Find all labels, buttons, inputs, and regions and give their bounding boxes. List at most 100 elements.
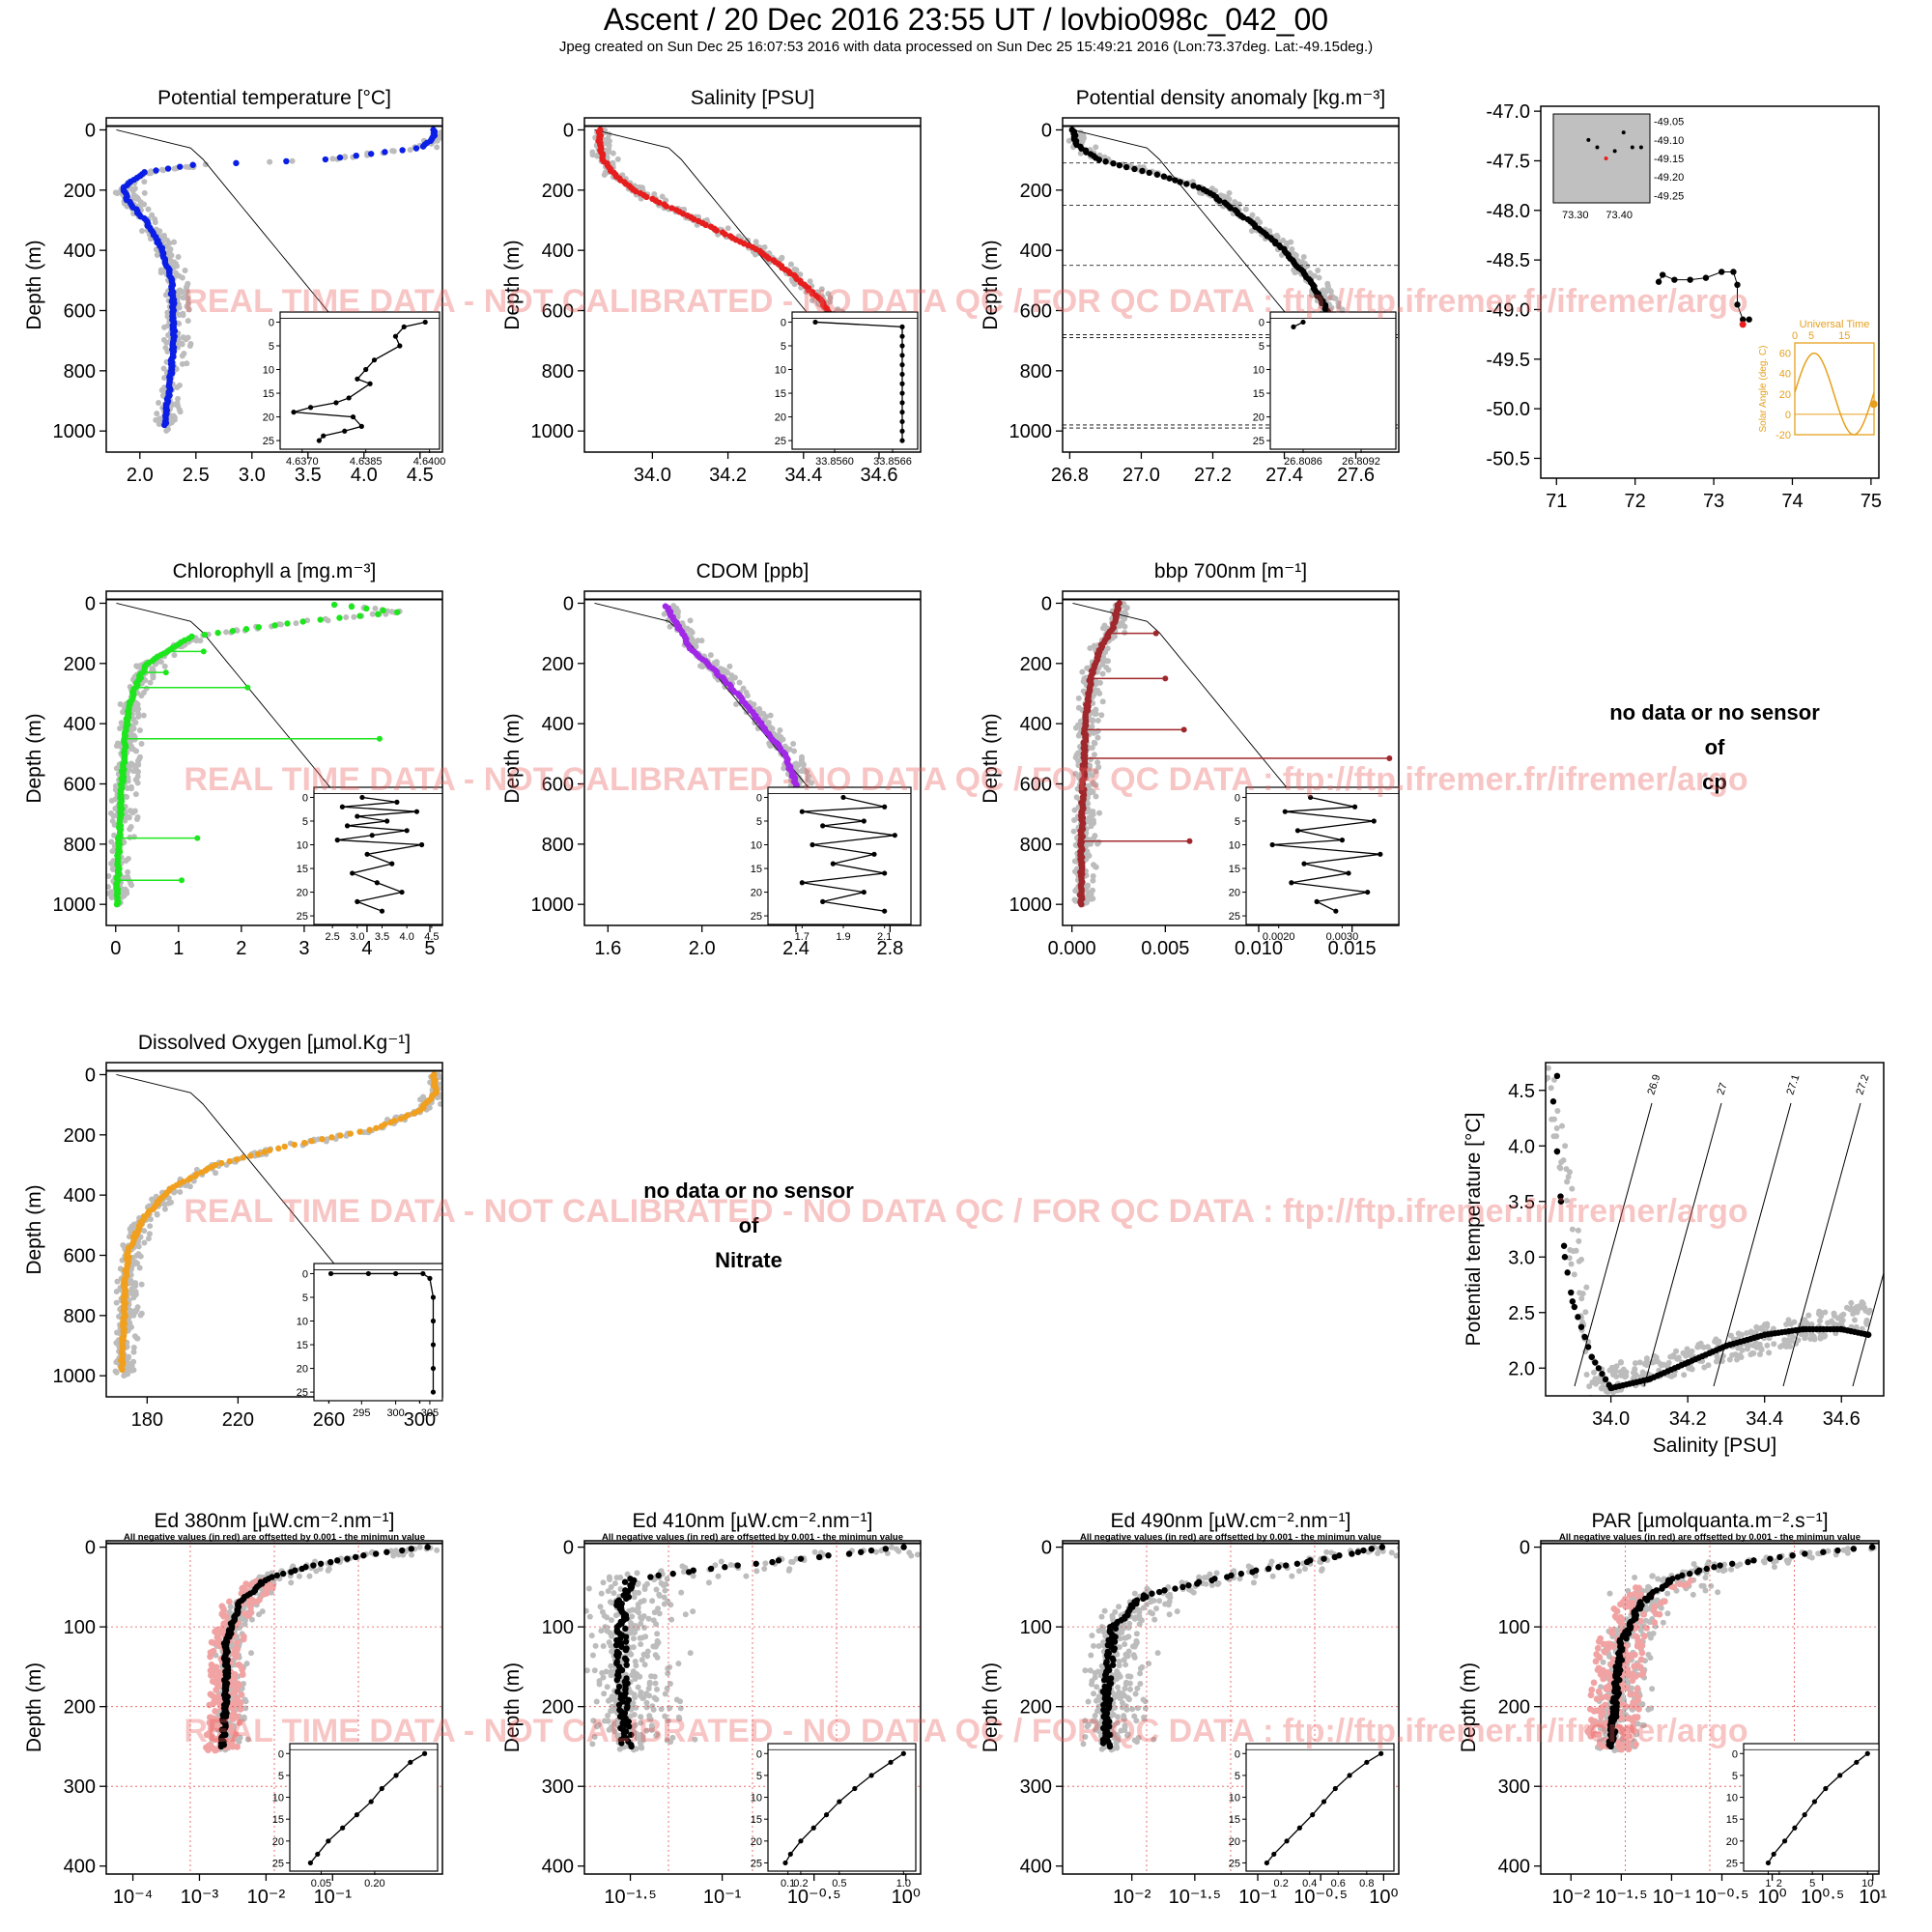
dens-history-point: [1315, 267, 1321, 273]
oxy-history-point: [137, 1253, 144, 1260]
ed380-history-point: [306, 1573, 313, 1579]
cdom-inset-point: [840, 794, 846, 801]
temp-history-point: [183, 336, 189, 343]
temp-inset-point: [350, 413, 356, 420]
chla-spike-point: [179, 877, 185, 884]
sal-inset-xtick-label: 33.8560: [815, 456, 854, 468]
cdom-history-point: [689, 629, 696, 636]
temp-plot-area: [106, 125, 442, 434]
bbp-ytick-label: 1000: [1009, 895, 1053, 916]
bbp-inset-xtick-label: 0.0030: [1326, 931, 1359, 943]
ed380-negative-offset-point: [212, 1708, 219, 1715]
temp-inset-point: [346, 395, 352, 401]
temp-history-point: [202, 161, 209, 168]
dens-inset-ytick-label: 5: [1259, 341, 1264, 353]
ed380-profile-point: [217, 1743, 225, 1750]
sal-inset-ytick-label: 25: [775, 436, 786, 447]
cdom-inset-xtick-label: 1.9: [836, 931, 850, 943]
ed380-profile-point: [399, 1547, 406, 1554]
oxy-history-point: [123, 1371, 129, 1378]
oxy-profile-point: [261, 1149, 268, 1155]
temp-history-point: [155, 229, 161, 236]
ed380-history-point: [296, 1573, 302, 1579]
oxy-inset-point: [365, 1270, 371, 1277]
bbp-panel: bbp 700nm [m⁻¹]Depth (m)0.000 0.005 0.010 0…: [980, 560, 1400, 959]
chla-inset-point: [394, 799, 400, 805]
oxy-history-point: [130, 1345, 137, 1351]
oxy-history-point: [136, 1264, 143, 1271]
temp-profile-point: [164, 165, 172, 172]
oxy-profile-point: [328, 1134, 335, 1141]
oxy-profile-point: [337, 1132, 344, 1139]
chla-history-point: [369, 611, 376, 617]
dens-history-point: [1248, 228, 1255, 235]
chla-history-point: [129, 810, 136, 816]
cdom-history-point: [726, 663, 733, 669]
temp-profile-point: [353, 152, 359, 159]
dens-profile-point: [1190, 183, 1197, 189]
chla-history-point: [372, 605, 379, 611]
dens-ytick-label: 200: [1020, 181, 1052, 202]
ed380-negative-offset-point: [228, 1737, 236, 1744]
bbp-history-point: [1085, 889, 1092, 895]
chla-ytick-label: 0: [85, 593, 96, 614]
temp-history-point: [186, 343, 193, 350]
sal-ytick-label: 400: [542, 241, 574, 262]
chla-spike-point: [200, 648, 207, 655]
chla-inset-ytick-label: 0: [302, 792, 308, 804]
chla-history-point: [130, 746, 137, 753]
temp-inset-frame: [279, 311, 440, 450]
oxy-history-point: [193, 1166, 200, 1173]
oxy-plot-frame: [105, 1062, 443, 1398]
chla-inset-point: [359, 794, 365, 801]
temp-xtick-label: 2.0: [127, 465, 154, 486]
chla-xtick-label: 1: [173, 938, 184, 959]
ed380-profile-point: [333, 1557, 341, 1564]
cdom-title: CDOM [ppb]: [696, 560, 810, 582]
ed380-plot-area: [106, 1541, 442, 1874]
bbp-history-point: [1093, 706, 1099, 713]
chla-history-point: [351, 613, 357, 620]
bbp-inset-point: [1371, 818, 1377, 824]
oxy-profile-point: [226, 1158, 233, 1165]
oxy-inset-point: [430, 1342, 437, 1348]
chla-ytick-label: 1000: [53, 895, 97, 916]
bbp-history-point: [1089, 745, 1095, 752]
chla-xtick-label: 2: [236, 938, 246, 959]
dens-profile-point: [1177, 179, 1183, 185]
cdom-history-point: [786, 746, 793, 753]
sal-profile-point: [691, 215, 697, 223]
chla-inset-ytick-label: 15: [297, 864, 308, 875]
ed380-profile-point: [310, 1562, 317, 1569]
temp-history-point: [141, 179, 148, 185]
bbp-spike-point: [1162, 675, 1169, 682]
sal-history-point: [603, 140, 610, 147]
cdom-ylabel: Depth (m): [501, 713, 524, 803]
temp-ytick-label: 200: [64, 181, 96, 202]
dens-profile-point: [1153, 171, 1161, 178]
temp-profile-point: [419, 143, 427, 150]
ed380-negative-offset-point: [209, 1662, 216, 1670]
temp-inset-point: [342, 428, 348, 434]
temp-history-point: [175, 253, 182, 260]
cdom-history-point: [744, 693, 751, 699]
temp-inset-point: [316, 438, 322, 443]
sal-history-point: [651, 191, 658, 198]
sal-profile-point: [713, 227, 720, 234]
cdom-history-point: [740, 685, 747, 692]
temp-history-point: [171, 239, 178, 245]
sal-history-point: [825, 291, 832, 298]
bbp-history-point: [1075, 723, 1082, 729]
bbp-history-point: [1085, 800, 1092, 807]
chla-panel: Chlorophyll a [mg.m⁻³]Depth (m)0 1 2 3 4 5020…: [23, 560, 443, 959]
ed380-negative-offset-point: [207, 1649, 214, 1657]
temp-profile-point: [336, 154, 344, 161]
oxy-history-point: [171, 1189, 178, 1196]
ed380-negative-offset-point: [213, 1626, 220, 1634]
sal-inset-point: [899, 418, 905, 425]
dens-profile-point: [1116, 161, 1123, 169]
cdom-inset-ytick-label: 15: [751, 864, 762, 875]
dens-history-point: [1079, 137, 1086, 144]
oxy-history-point: [145, 1236, 152, 1242]
chla-profile-point: [356, 612, 363, 619]
